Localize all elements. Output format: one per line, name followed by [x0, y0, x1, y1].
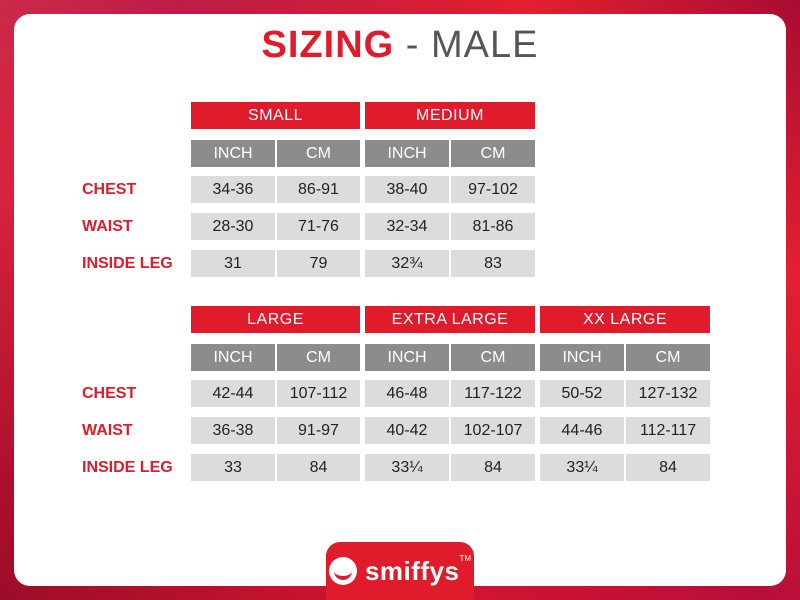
- title-rest: - MALE: [394, 24, 539, 66]
- cell-large-chest-inch: 42-44: [191, 380, 275, 407]
- cell-xxl-waist-inch: 44-46: [540, 417, 624, 444]
- unit-cm: CM: [277, 140, 360, 167]
- row-label-inside-leg: INSIDE LEG: [82, 255, 173, 272]
- unit-cm: CM: [451, 140, 535, 167]
- cell-large-waist-cm: 91-97: [277, 417, 360, 444]
- unit-inch: INCH: [191, 344, 275, 371]
- cell-small-leg-cm: 79: [277, 250, 360, 277]
- smiley-face-icon: [328, 557, 357, 585]
- cell-xxl-leg-cm: 84: [626, 454, 710, 481]
- cell-large-chest-cm: 107-112: [277, 380, 360, 407]
- cell-xl-chest-cm: 117-122: [451, 380, 535, 407]
- cell-small-waist-inch: 28-30: [191, 213, 275, 240]
- cell-medium-waist-inch: 32-34: [365, 213, 449, 240]
- cell-xl-leg-inch: 33¼: [365, 454, 449, 481]
- size-header-extra-large: EXTRA LARGE: [365, 306, 535, 333]
- cell-large-waist-inch: 36-38: [191, 417, 275, 444]
- cell-large-leg-cm: 84: [277, 454, 360, 481]
- cell-xl-waist-cm: 102-107: [451, 417, 535, 444]
- cell-small-chest-inch: 34-36: [191, 176, 275, 203]
- unit-inch: INCH: [191, 140, 275, 167]
- cell-medium-leg-inch: 32¾: [365, 250, 449, 277]
- cell-medium-leg-cm: 83: [451, 250, 535, 277]
- unit-inch: INCH: [365, 140, 449, 167]
- size-header-large: LARGE: [191, 306, 360, 333]
- cell-xl-waist-inch: 40-42: [365, 417, 449, 444]
- title-bold: SIZING: [261, 24, 395, 66]
- unit-inch: INCH: [365, 344, 449, 371]
- cell-medium-waist-cm: 81-86: [451, 213, 535, 240]
- size-header-medium: MEDIUM: [365, 102, 535, 129]
- unit-cm: CM: [451, 344, 535, 371]
- row-label-waist: WAIST: [82, 422, 133, 439]
- row-label-chest: CHEST: [82, 181, 137, 198]
- row-label-waist: WAIST: [82, 218, 133, 235]
- unit-cm: CM: [277, 344, 360, 371]
- cell-xl-leg-cm: 84: [451, 454, 535, 481]
- unit-inch: INCH: [540, 344, 624, 371]
- cell-xxl-chest-inch: 50-52: [540, 380, 624, 407]
- row-label-chest: CHEST: [82, 385, 137, 402]
- page-title: SIZING - MALE: [0, 24, 800, 67]
- cell-xxl-waist-cm: 112-117: [626, 417, 710, 444]
- cell-small-leg-inch: 31: [191, 250, 275, 277]
- unit-cm: CM: [626, 344, 710, 371]
- cell-small-chest-cm: 86-91: [277, 176, 360, 203]
- cell-xl-chest-inch: 46-48: [365, 380, 449, 407]
- cell-medium-chest-cm: 97-102: [451, 176, 535, 203]
- logo-text: smiffys: [364, 555, 460, 586]
- size-header-small: SMALL: [191, 102, 360, 129]
- cell-large-leg-inch: 33: [191, 454, 275, 481]
- trademark: TM: [459, 554, 472, 563]
- cell-xxl-chest-cm: 127-132: [626, 380, 710, 407]
- cell-xxl-leg-inch: 33¼: [540, 454, 624, 481]
- cell-medium-chest-inch: 38-40: [365, 176, 449, 203]
- size-header-xx-large: XX LARGE: [540, 306, 710, 333]
- cell-small-waist-cm: 71-76: [277, 213, 360, 240]
- row-label-inside-leg: INSIDE LEG: [82, 459, 173, 476]
- size-chart-card: [14, 14, 786, 586]
- smiffys-logo: smiffys TM: [326, 542, 474, 600]
